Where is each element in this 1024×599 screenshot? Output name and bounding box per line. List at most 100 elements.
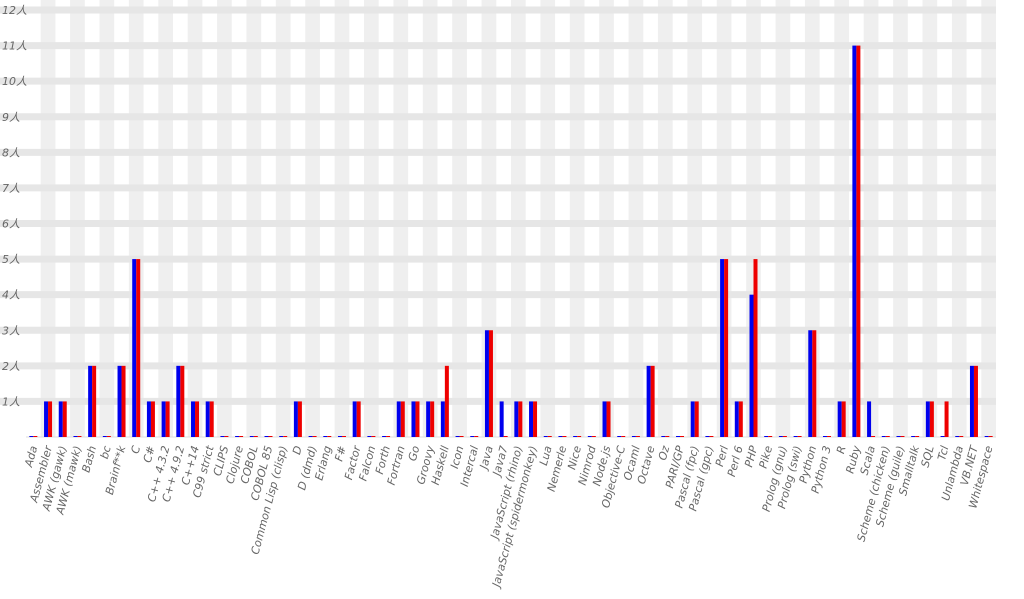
- bar: [841, 401, 846, 437]
- x-tick-label: SQL: [919, 444, 937, 468]
- x-tick-label: C#: [141, 444, 158, 464]
- bar: [117, 365, 122, 437]
- bar: [253, 436, 258, 437]
- bar: [768, 436, 773, 437]
- bar: [102, 436, 107, 437]
- column-stripe: [599, 0, 614, 437]
- x-tick-label: Ada: [22, 444, 40, 469]
- column-stripe: [569, 0, 585, 437]
- bar: [106, 436, 111, 437]
- x-tick-label: Icon: [448, 444, 467, 470]
- bar: [778, 436, 783, 437]
- bar: [812, 330, 817, 437]
- bar: [650, 365, 655, 437]
- bar: [488, 330, 493, 437]
- column-stripe: [334, 0, 350, 437]
- column-stripe: [305, 0, 320, 437]
- bar: [150, 401, 155, 437]
- column-stripe: [452, 0, 467, 437]
- bar: [665, 436, 670, 437]
- bar: [631, 436, 636, 437]
- bar: [503, 436, 508, 437]
- bar: [533, 401, 538, 437]
- column-stripe: [540, 0, 556, 437]
- bar: [293, 401, 298, 437]
- x-tick-label: Lua: [537, 444, 555, 467]
- y-tick-label: 2人: [2, 360, 20, 373]
- bar: [694, 401, 699, 437]
- bar: [900, 436, 905, 437]
- bar: [547, 436, 552, 437]
- x-tick-label: Perl: [713, 444, 731, 468]
- column-stripe: [70, 0, 85, 437]
- bar: [191, 401, 196, 437]
- bar: [382, 436, 387, 437]
- bar: [121, 365, 126, 437]
- x-tick-label: C: [129, 444, 144, 455]
- bar: [852, 45, 857, 437]
- bar: [396, 401, 401, 437]
- bar: [92, 365, 97, 437]
- bar: [856, 45, 861, 437]
- x-tick-label: Java: [477, 444, 496, 472]
- bar: [224, 436, 229, 437]
- bar: [808, 330, 813, 437]
- bar: [988, 436, 993, 437]
- bar: [430, 401, 435, 437]
- bar: [514, 401, 519, 437]
- bar: [984, 436, 989, 437]
- bar: [676, 436, 681, 437]
- bar: [356, 401, 361, 437]
- bar: [896, 436, 901, 437]
- bar: [220, 436, 225, 437]
- x-tick-label: Nice: [565, 444, 584, 471]
- y-tick-label: 12人: [2, 4, 27, 17]
- bar: [621, 436, 626, 437]
- bar: [205, 401, 210, 437]
- bar: [591, 436, 596, 437]
- bar: [176, 365, 181, 437]
- x-tick-label: F#: [332, 444, 349, 462]
- bar: [793, 436, 798, 437]
- bar: [720, 259, 725, 437]
- bar: [822, 436, 827, 437]
- column-stripe: [687, 0, 703, 437]
- bar: [885, 436, 890, 437]
- bar: [635, 436, 640, 437]
- bar: [911, 436, 916, 437]
- bar: [734, 401, 739, 437]
- x-tick-label: bc: [98, 444, 114, 460]
- bar: [871, 436, 876, 437]
- bar: [48, 401, 53, 437]
- bar: [444, 365, 449, 437]
- bar: [283, 436, 288, 437]
- bar: [959, 436, 964, 437]
- column-stripe: [99, 0, 115, 437]
- bar: [940, 436, 945, 437]
- bar: [308, 436, 313, 437]
- bar: [400, 401, 405, 437]
- bar: [543, 436, 548, 437]
- bar: [62, 401, 67, 437]
- bar: [929, 401, 934, 437]
- bar: [455, 436, 460, 437]
- bar: [371, 436, 376, 437]
- y-tick-label: 10人: [2, 75, 27, 88]
- bar: [782, 436, 787, 437]
- bar: [367, 436, 372, 437]
- x-tick-label: Pike: [757, 444, 776, 470]
- bar: [411, 401, 416, 437]
- column-stripe: [158, 0, 173, 437]
- bar: [562, 436, 567, 437]
- x-tick-label: Go: [406, 444, 423, 462]
- bar: [944, 401, 949, 437]
- column-stripe: [422, 0, 438, 437]
- bar: [577, 436, 582, 437]
- y-tick-label: 1人: [2, 395, 20, 408]
- bar: [209, 401, 214, 437]
- bar: [602, 401, 607, 437]
- bar: [749, 294, 754, 437]
- bar: [312, 436, 317, 437]
- bar: [279, 436, 284, 437]
